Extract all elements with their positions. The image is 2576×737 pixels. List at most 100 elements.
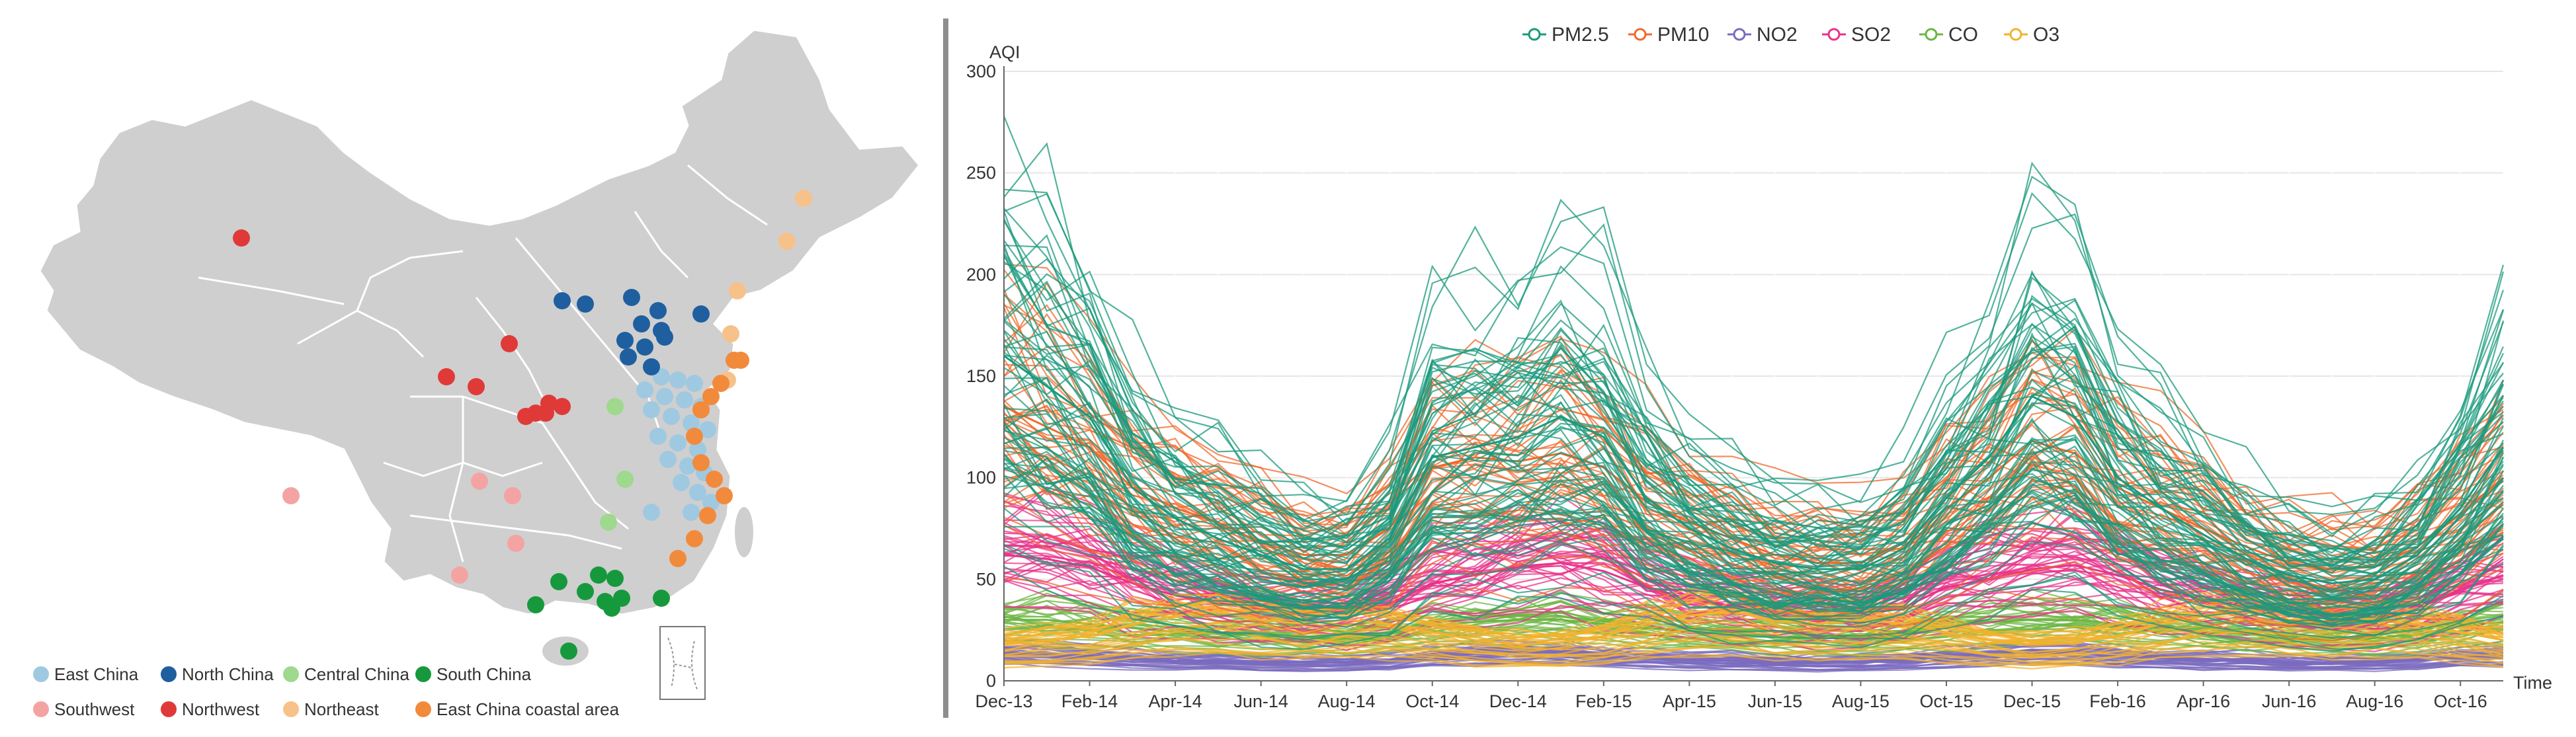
series-line-pm25 xyxy=(1003,508,2504,626)
series-mean-line xyxy=(1003,651,2504,664)
city-marker xyxy=(669,371,686,389)
city-marker xyxy=(560,642,577,660)
chart-legend: PM2.5 PM10 NO2 SO2 CO O3 xyxy=(1522,24,2059,46)
chart-axes: 0 50 100 150 200 250 300 Dec-13 Feb-14 Apr-14 Jun-… xyxy=(966,42,2552,711)
city-marker xyxy=(620,348,637,366)
legend-label: Southwest xyxy=(54,699,135,719)
city-marker xyxy=(659,451,677,468)
city-marker xyxy=(676,391,693,408)
city-marker xyxy=(577,295,594,313)
series-line-pm10 xyxy=(1003,303,2504,545)
city-marker xyxy=(636,381,653,399)
city-marker xyxy=(689,441,706,458)
aqi-chart-panel: 0 50 100 150 200 250 300 Dec-13 Feb-14 Apr-14 Jun-… xyxy=(952,0,2576,737)
x-tick-label: Oct-14 xyxy=(1405,691,1459,711)
city-marker xyxy=(699,507,716,524)
series-line-pm25 xyxy=(1003,319,2504,577)
x-tick-label: Aug-14 xyxy=(1318,691,1376,711)
city-marker xyxy=(683,504,700,521)
city-marker xyxy=(689,484,706,501)
series-line-pm25 xyxy=(1003,450,2504,612)
x-tick-label: Jun-14 xyxy=(1233,691,1288,711)
city-marker xyxy=(468,378,485,395)
legend-label: Northwest xyxy=(182,699,260,719)
city-marker xyxy=(623,289,640,306)
city-marker xyxy=(501,335,518,352)
city-marker xyxy=(471,473,488,490)
city-marker xyxy=(507,535,524,552)
y-tick-label: 300 xyxy=(966,61,996,81)
series-line-pm25 xyxy=(1003,338,2504,600)
legend-swatch-marker xyxy=(1827,28,1841,41)
city-marker xyxy=(692,305,710,323)
legend-marker xyxy=(283,666,299,682)
legend-swatch-marker xyxy=(1528,28,1541,41)
legend-swatch-marker xyxy=(1634,28,1647,41)
map-legend: East China North China Central China South … xyxy=(33,664,620,719)
aqi-line-chart: 0 50 100 150 200 250 300 Dec-13 Feb-14 Apr-14 Jun-… xyxy=(966,24,2552,711)
series-line-o3 xyxy=(1003,651,2504,670)
y-tick-label: 250 xyxy=(966,163,996,183)
series-line-pm25 xyxy=(1003,329,2504,592)
city-marker xyxy=(504,487,521,504)
series-line-no2 xyxy=(1003,652,2504,667)
legend-item-no2: NO2 xyxy=(1757,24,1798,46)
series-line-pm25 xyxy=(1003,234,2505,562)
city-marker xyxy=(692,454,710,471)
legend-label: Northeast xyxy=(304,699,379,719)
legend-swatch-marker xyxy=(2009,28,2022,41)
y-tick-label: 150 xyxy=(966,366,996,386)
legend-item-pm10: PM10 xyxy=(1657,24,1709,46)
y-tick-label: 200 xyxy=(966,264,996,284)
series-line-o3 xyxy=(1003,650,2504,668)
y-tick-label: 50 xyxy=(976,569,996,589)
city-marker xyxy=(643,504,660,521)
series-line-pm25 xyxy=(1003,428,2504,605)
city-marker xyxy=(600,514,617,531)
city-marker xyxy=(656,388,673,405)
series-line-pm25 xyxy=(1003,220,2504,550)
city-marker xyxy=(438,368,455,385)
series-line-pm25 xyxy=(1003,463,2504,624)
legend-item-pm25: PM2.5 xyxy=(1552,24,1609,46)
legend-marker xyxy=(33,701,49,717)
city-marker xyxy=(669,550,686,567)
legend-marker xyxy=(161,666,177,682)
city-marker xyxy=(649,302,667,319)
series-line-pm25 xyxy=(1003,475,2504,627)
x-tick-label: Oct-15 xyxy=(1919,691,1973,711)
city-marker xyxy=(702,494,720,511)
series-line-pm25 xyxy=(1003,273,2504,561)
series-line-o3 xyxy=(1003,621,2504,658)
city-marker xyxy=(633,315,650,332)
x-tick-label: Apr-14 xyxy=(1149,691,1202,711)
city-marker xyxy=(554,292,571,309)
series-line-pm25 xyxy=(1003,543,2504,639)
x-tick-label: Feb-15 xyxy=(1575,691,1632,711)
city-marker xyxy=(636,338,653,356)
x-tick-label: Jun-15 xyxy=(1748,691,1803,711)
series-line-o3 xyxy=(1003,639,2504,664)
series-line-pm25 xyxy=(1003,547,2504,650)
series-line-pm25 xyxy=(1003,462,2504,625)
city-marker xyxy=(669,434,686,451)
city-marker xyxy=(795,190,812,207)
series-line-pm25 xyxy=(1003,352,2504,584)
legend-swatch-marker xyxy=(1733,28,1746,41)
y-axis-title: AQI xyxy=(989,42,1020,62)
x-tick-label: Aug-15 xyxy=(1832,691,1890,711)
series-line-pm25 xyxy=(1003,360,2505,571)
series-line-o3 xyxy=(1003,627,2504,659)
city-marker xyxy=(451,566,468,584)
legend-marker xyxy=(161,701,177,717)
china-map-panel: East China North China Central China South … xyxy=(0,0,942,737)
series-line-o3 xyxy=(1003,630,2504,660)
city-marker xyxy=(606,570,624,587)
city-marker xyxy=(692,401,710,418)
series-line-pm10 xyxy=(1003,577,2504,642)
x-axis-title: Time xyxy=(2513,673,2552,693)
legend-label: North China xyxy=(182,664,274,684)
x-tick-label: Apr-15 xyxy=(1663,691,1716,711)
city-marker xyxy=(699,421,716,438)
china-landmass xyxy=(38,28,921,616)
